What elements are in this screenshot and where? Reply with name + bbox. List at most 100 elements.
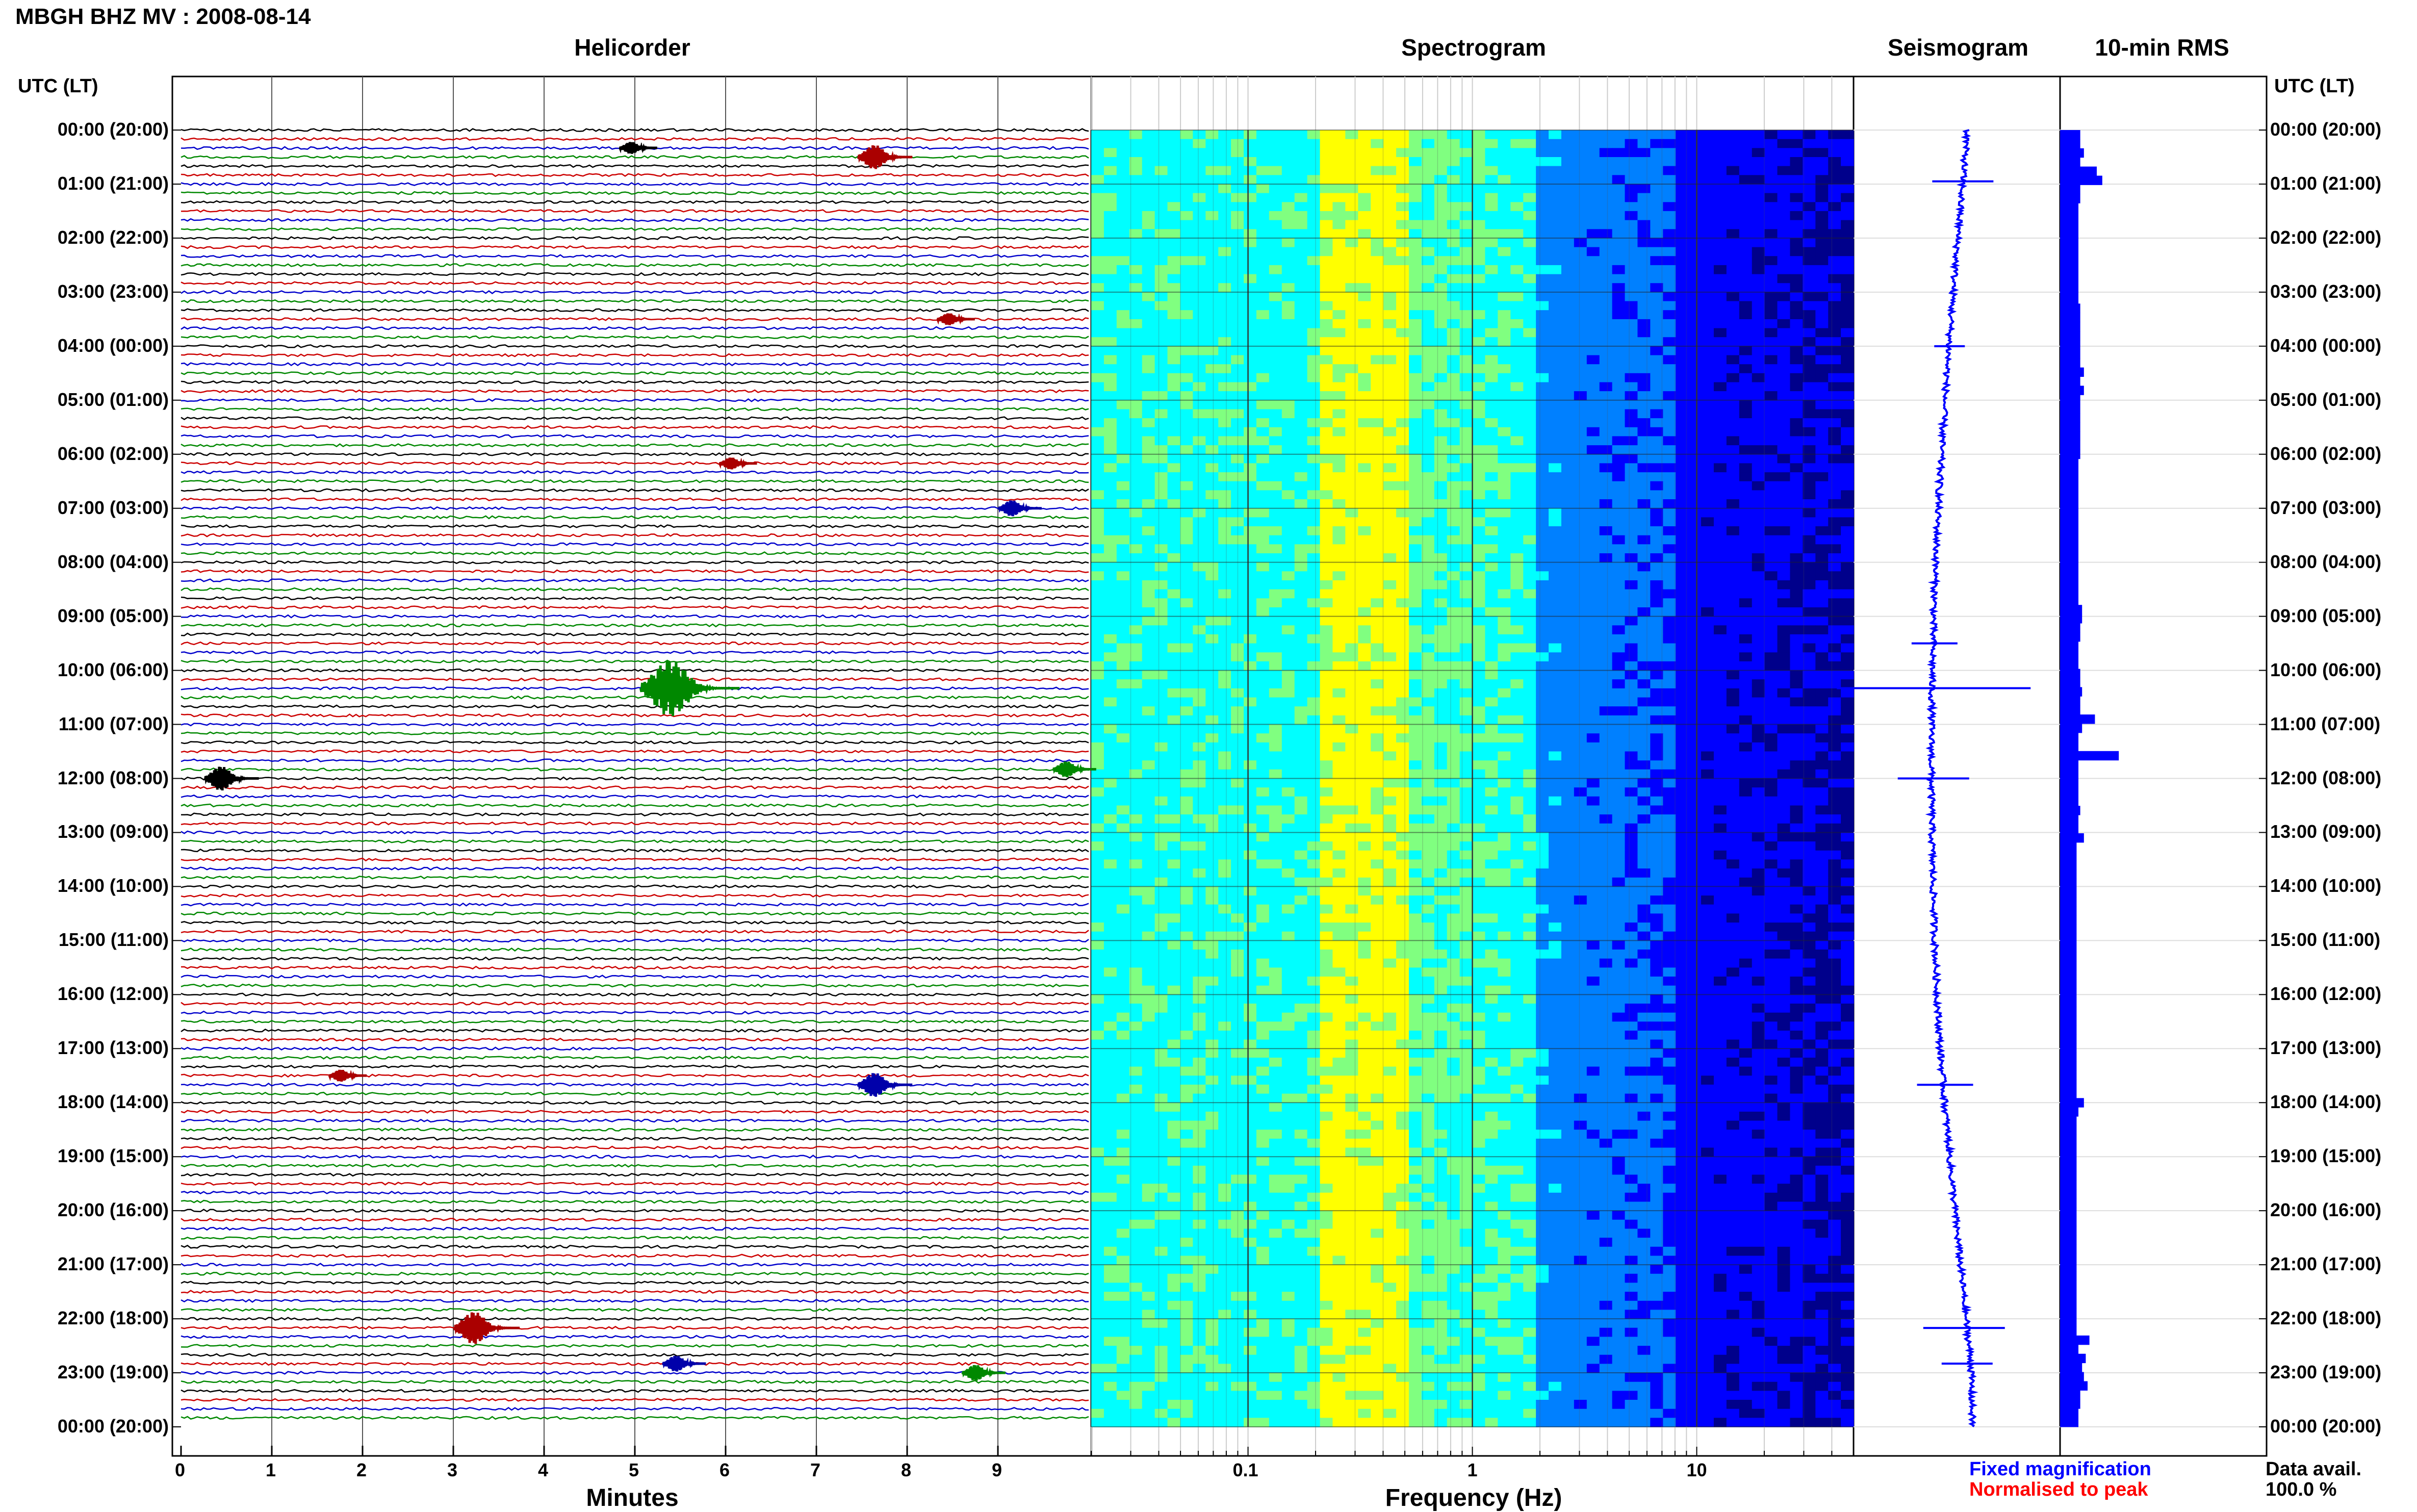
helicorder-event [329,1070,367,1082]
rms-bar [2060,368,2084,377]
rms-bar [2060,1080,2076,1089]
rms-bar [2060,431,2080,441]
rms-bar [2060,1372,2084,1381]
rms-bar [2060,824,2078,833]
rms-bar [2060,1226,2076,1235]
rms-bars [2060,130,2267,1427]
rms-bar [2060,1198,2076,1208]
rms-bar [2060,468,2078,477]
rms-bar [2060,1053,2076,1062]
rms-bar [2060,1144,2076,1153]
rms-bar [2060,294,2078,303]
rms-bar [2060,742,2078,751]
rms-bar [2060,1244,2076,1253]
rms-bar [2060,303,2080,313]
rms-bar [2060,276,2078,286]
rms-bar [2060,212,2078,221]
rms-bar [2060,760,2078,770]
rms-bar [2060,1363,2082,1372]
rms-bar [2060,1116,2076,1125]
rms-bar [2060,669,2080,678]
helicorder-event [454,1313,520,1344]
rms-bar [2060,1034,2076,1043]
rms-bar [2060,1253,2076,1263]
rms-bar [2060,797,2078,806]
rms-bar [2060,185,2080,194]
rms-bar [2060,770,2078,779]
rms-bar [2060,897,2076,906]
rms-bar [2060,852,2076,861]
rms-bar [2060,340,2080,349]
rms-bar [2060,331,2080,340]
rms-bar [2060,541,2078,550]
rms-bar [2060,1107,2078,1116]
rms-bar [2060,751,2119,760]
rms-bar [2060,422,2080,431]
rms-bar [2060,642,2078,651]
seismogram-trace [1837,130,2060,1427]
rms-bar [2060,714,2095,724]
rms-bar [2060,559,2078,569]
rms-bar [2060,1162,2076,1171]
rms-bar [2060,925,2076,934]
helicorder-event [1053,761,1096,777]
rms-bar [2060,1299,2076,1308]
rms-bar [2060,1281,2076,1290]
rms-bar [2060,1354,2086,1363]
rms-bar [2060,705,2080,714]
helicorder-event [663,1356,706,1372]
rms-bar [2060,952,2076,961]
rms-bar [2060,349,2080,358]
rms-bar [2060,395,2080,404]
rms-bar [2060,870,2076,879]
rms-bar [2060,377,2080,386]
helicorder-event [938,313,975,325]
frequency-axis-title: Frequency (Hz) [1326,1484,1622,1512]
rms-bar [2060,1125,2076,1135]
rms-bar [2060,1135,2076,1144]
rms-bar [2060,1217,2076,1226]
rms-bar [2060,934,2076,943]
rms-bar [2060,495,2078,504]
rms-bar [2060,1071,2076,1080]
rms-bar [2060,1062,2076,1071]
rms-bar [2060,980,2076,989]
data-avail-label: Data avail. [2266,1458,2361,1480]
rms-bar [2060,1263,2076,1272]
rms-bar [2060,687,2082,696]
rms-bar [2060,1098,2084,1107]
rms-bar [2060,1336,2090,1345]
rms-bar [2060,413,2080,422]
rms-bar [2060,358,2080,368]
rms-bar [2060,696,2080,705]
rms-bar [2060,1418,2078,1427]
minutes-axis-title: Minutes [510,1484,755,1512]
rms-bar [2060,523,2078,532]
rms-bar [2060,605,2082,614]
rms-bar [2060,1208,2076,1217]
rms-bar [2060,1007,2076,1016]
rms-bar [2060,961,2076,970]
rms-bar [2060,632,2080,642]
rms-bar [2060,988,2076,997]
rms-bar [2060,158,2080,167]
rms-bar [2060,167,2097,176]
rms-bar [2060,678,2080,687]
rms-bar [2060,906,2076,915]
rms-bar [2060,1043,2076,1053]
fixed-magnification-note: Fixed magnification [1969,1458,2151,1480]
rms-bar [2060,285,2078,294]
rms-bar [2060,1181,2076,1190]
rms-bar [2060,322,2080,331]
rms-bar [2060,441,2080,450]
rms-bar [2060,404,2080,413]
rms-bar [2060,1308,2076,1317]
rms-bar [2060,842,2076,852]
rms-bar [2060,1345,2078,1354]
rms-bar [2060,733,2078,742]
rms-bar [2060,148,2084,158]
rms-bar [2060,1153,2076,1162]
rms-bar [2060,861,2076,870]
rms-bar [2060,230,2078,240]
